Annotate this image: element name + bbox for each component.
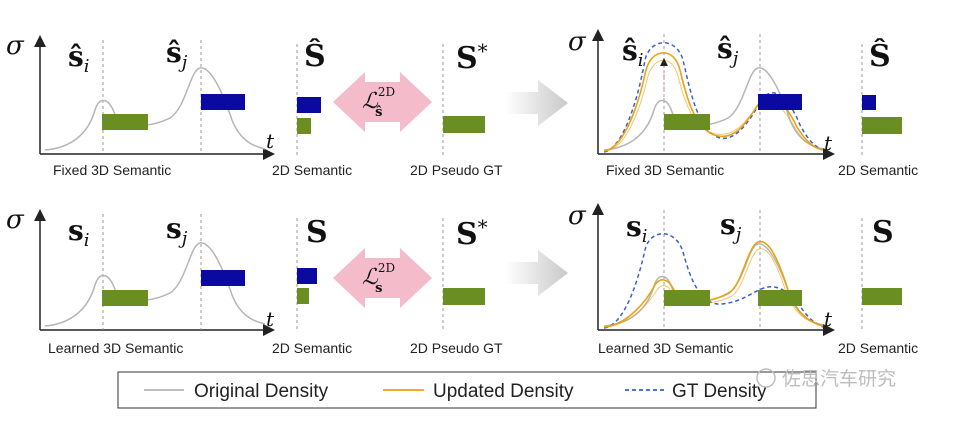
gray-arrow-fixed: [505, 80, 568, 126]
pseudo-gt-green-bar: [443, 116, 485, 133]
watermark: 佐思汽车研究: [756, 368, 896, 390]
semantic-bar-j-r1: [758, 94, 802, 110]
plot-learned-right: σ t si sj Learned 3D Semantic: [568, 201, 835, 356]
pseudo-gt-green-bar-2: [443, 288, 485, 305]
sem-2d-green-bar: [297, 118, 311, 134]
caption-fixed-3d: Fixed 3D Semantic: [53, 162, 171, 178]
legend-original-label: Original Density: [194, 381, 329, 402]
t-axis-label-r2r: t: [824, 307, 833, 331]
sem-2d-learned: S 2D Semantic: [272, 215, 352, 356]
watermark-text: 佐思汽车研究: [782, 368, 896, 390]
semantic-bar-i-r2r: [664, 290, 710, 306]
loss-arrow-learned: ℒ2D s: [333, 248, 432, 308]
caption-learned-3d-r: Learned 3D Semantic: [598, 340, 733, 356]
legend-gt-label: GT Density: [672, 381, 767, 402]
caption-2d-pseudo-gt-2: 2D Pseudo GT: [410, 340, 503, 356]
sigma-axis-label: σ: [6, 31, 25, 61]
sem-2d-blue-bar: [297, 97, 321, 113]
wechat-logo-icon: [756, 368, 776, 388]
caption-learned-3d: Learned 3D Semantic: [48, 340, 183, 356]
label-s-hat-i-r1: ŝi: [622, 34, 644, 71]
label-s-hat-j-r1: ŝj: [717, 32, 739, 69]
t-axis-label: t: [266, 129, 275, 153]
t-axis-label-r2: t: [266, 307, 275, 331]
sem-2d-learned-right: S 2D Semantic: [838, 215, 918, 356]
label-S-hat-r: Ŝ: [869, 38, 891, 74]
row-fixed: σ t ŝi ŝj Fixed 3D Semantic Ŝ 2D Semanti…: [6, 27, 918, 178]
sigma-axis-label-r2: σ: [6, 205, 25, 235]
semantic-bar-i-r1: [664, 114, 710, 130]
t-axis-label-r1: t: [824, 131, 833, 155]
row-learned: σ t si sj Learned 3D Semantic S 2D Seman…: [6, 201, 918, 356]
gray-arrow-learned: [505, 250, 568, 296]
sem-2d-fixed-right: Ŝ 2D Semantic: [838, 38, 918, 178]
sem-2d-blue-bar-2: [297, 268, 317, 284]
semantic-bar-j-r2r: [758, 290, 802, 306]
label-s-hat-i: ŝi: [68, 40, 90, 77]
pseudo-gt-learned: S* 2D Pseudo GT: [410, 215, 503, 356]
loss-arrow-fixed: ℒ2D ŝ: [333, 72, 432, 132]
label-s-i-r: si: [626, 210, 648, 247]
semantic-bar-j-r2: [201, 270, 245, 286]
label-s-hat-j: ŝj: [166, 36, 188, 73]
original-density-curve: [44, 67, 266, 151]
original-density-curve-r2: [44, 242, 266, 327]
sem-2d-fixed: Ŝ 2D Semantic: [272, 38, 352, 178]
legend-updated-label: Updated Density: [433, 381, 574, 402]
sem-2d-green-bar-2: [297, 288, 309, 304]
sem-2d-green-bar-r2: [862, 288, 902, 305]
plot-fixed-left: σ t ŝi ŝj Fixed 3D Semantic: [6, 31, 275, 178]
label-s-j: sj: [166, 212, 188, 249]
sem-2d-green-bar-r: [862, 117, 902, 134]
sigma-axis-label-r2r: σ: [568, 201, 587, 231]
label-S-star-2: S*: [456, 215, 488, 252]
caption-fixed-3d-r: Fixed 3D Semantic: [606, 162, 724, 178]
caption-2d-semantic-2: 2D Semantic: [838, 162, 918, 178]
semantic-bar-i-r2: [102, 290, 148, 306]
sem-2d-blue-bar-r: [862, 95, 876, 110]
plot-fixed-right: σ t ŝi ŝj Fixed 3D Semantic: [568, 27, 835, 178]
updated-density-curve-r2r: [603, 240, 824, 328]
loss-label-learned: ℒ2D s: [362, 261, 395, 296]
label-S-star: S*: [456, 39, 488, 76]
pseudo-gt-fixed: S* 2D Pseudo GT: [410, 39, 503, 178]
caption-2d-semantic-3: 2D Semantic: [272, 340, 352, 356]
label-s-i: si: [68, 214, 90, 251]
legend: Original Density Updated Density GT Dens…: [117, 371, 817, 409]
caption-2d-pseudo-gt-1: 2D Pseudo GT: [410, 162, 503, 178]
label-S: S: [306, 215, 328, 250]
gt-density-curve-r2r: [603, 233, 824, 329]
plot-learned-left: σ t si sj Learned 3D Semantic: [6, 205, 275, 356]
label-s-j-r: sj: [720, 208, 742, 245]
label-S-hat: Ŝ: [304, 38, 326, 74]
semantic-bar-i: [102, 114, 148, 130]
caption-2d-semantic-1: 2D Semantic: [272, 162, 352, 178]
sigma-axis-label-r1: σ: [568, 27, 587, 57]
semantic-bar-j: [201, 94, 245, 110]
loss-label-fixed: ℒ2D ŝ: [362, 85, 395, 120]
caption-2d-semantic-4: 2D Semantic: [838, 340, 918, 356]
label-S-r: S: [872, 215, 894, 250]
